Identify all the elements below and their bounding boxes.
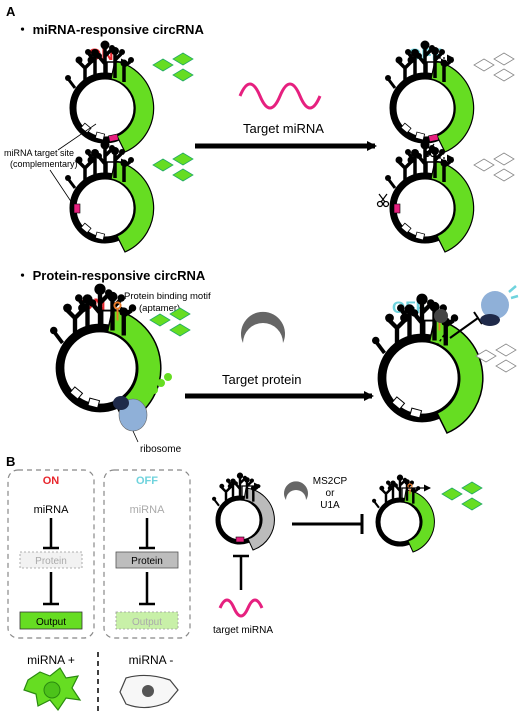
- u1a-label: U1A: [320, 500, 340, 511]
- logic-off-label: OFF: [136, 475, 158, 487]
- circrna-off-top: [383, 38, 474, 153]
- mirna-heading: ・ miRNA-responsive circRNA: [16, 22, 204, 37]
- protein-output-off-top: [473, 52, 515, 82]
- circrna-on-top: [63, 38, 154, 153]
- logic-off-output: Output: [132, 617, 162, 628]
- protein-output-off-bottom: [473, 152, 515, 182]
- ribosome-small-subunit-icon: [113, 396, 129, 410]
- circrna-b-output: [370, 473, 435, 553]
- ms2cp-protein-icon: [284, 481, 309, 500]
- logic-on-mirna: miRNA: [34, 504, 69, 516]
- target-mirna-label: Target miRNA: [243, 121, 324, 136]
- circrna-b-input: [210, 471, 275, 551]
- on-logic-box: [7, 469, 95, 639]
- motif-label: Protein binding motif: [124, 291, 211, 302]
- target-site-pointer-bottom: [49, 169, 73, 204]
- scissors-bottom-icon: [376, 193, 390, 208]
- mirna-plus-label: miRNA +: [27, 653, 75, 667]
- off-inhibit-2: [139, 572, 155, 606]
- logic-off-output-box: [115, 611, 179, 630]
- target-site-pointer-top: [57, 123, 97, 151]
- circrna-off-bottom: [383, 138, 474, 253]
- protein-output-b: [441, 481, 483, 511]
- ribosome-pointer: [132, 430, 139, 443]
- target-protein-label: Target protein: [222, 372, 302, 387]
- on-inhibit-1: [43, 518, 59, 550]
- logic-on-protein-box: [19, 551, 83, 569]
- off-logic-box: [103, 469, 191, 639]
- peptide-bead-icon: [150, 386, 158, 394]
- grey-cell-nucleus-icon: [142, 685, 154, 697]
- dissociation-marks: [508, 285, 519, 300]
- motif-label-line2: (aptamer): [139, 303, 180, 314]
- logic-on-output-box: [19, 611, 83, 630]
- target-mirna-wave: [238, 82, 322, 110]
- target-mirna-wave-b: [218, 598, 264, 618]
- protein-output-on-top: [152, 52, 194, 82]
- circrna-on-bottom: [63, 138, 154, 253]
- mirna-minus-label: miRNA -: [129, 653, 174, 667]
- detached-ribosome-small-icon: [480, 314, 500, 326]
- target-site-label: miRNA target site: [4, 148, 74, 158]
- circrna-protein-off: [372, 294, 483, 433]
- logic-on-output: Output: [36, 617, 66, 628]
- protein-output-on-bottom: [152, 152, 194, 182]
- logic-on-protein: Protein: [35, 556, 67, 567]
- ms2cp-or-label: or: [326, 488, 336, 499]
- ms2cp-label: MS2CP: [313, 476, 348, 487]
- logic-off-protein: Protein: [131, 556, 163, 567]
- target-site-label-line2: (complementary): [10, 159, 78, 169]
- bound-protein-icon: [434, 309, 448, 323]
- target-protein-icon: [241, 311, 285, 343]
- logic-off-protein-box: [115, 551, 179, 569]
- logic-on-label: ON: [43, 475, 60, 487]
- logic-off-mirna: miRNA: [130, 504, 165, 516]
- on-inhibit-2: [43, 572, 59, 606]
- inhibit-arrow-b: [292, 514, 364, 534]
- mirna-inhibit-b: [233, 554, 249, 590]
- ribosome-label: ribosome: [140, 444, 182, 455]
- target-mirna-label-b: target miRNA: [213, 625, 273, 636]
- green-cell-nucleus-icon: [43, 681, 61, 699]
- off-inhibit-1: [139, 518, 155, 550]
- peptide-bead-icon: [157, 379, 165, 387]
- protein-heading: ・ Protein-responsive circRNA: [16, 268, 206, 283]
- peptide-bead-icon: [143, 393, 151, 401]
- detached-ribosome-icon: [481, 291, 509, 319]
- circrna-protein-on: [50, 284, 161, 423]
- peptide-bead-icon: [164, 373, 172, 381]
- panel-a-letter: A: [6, 4, 16, 19]
- panel-b-letter: B: [6, 454, 15, 469]
